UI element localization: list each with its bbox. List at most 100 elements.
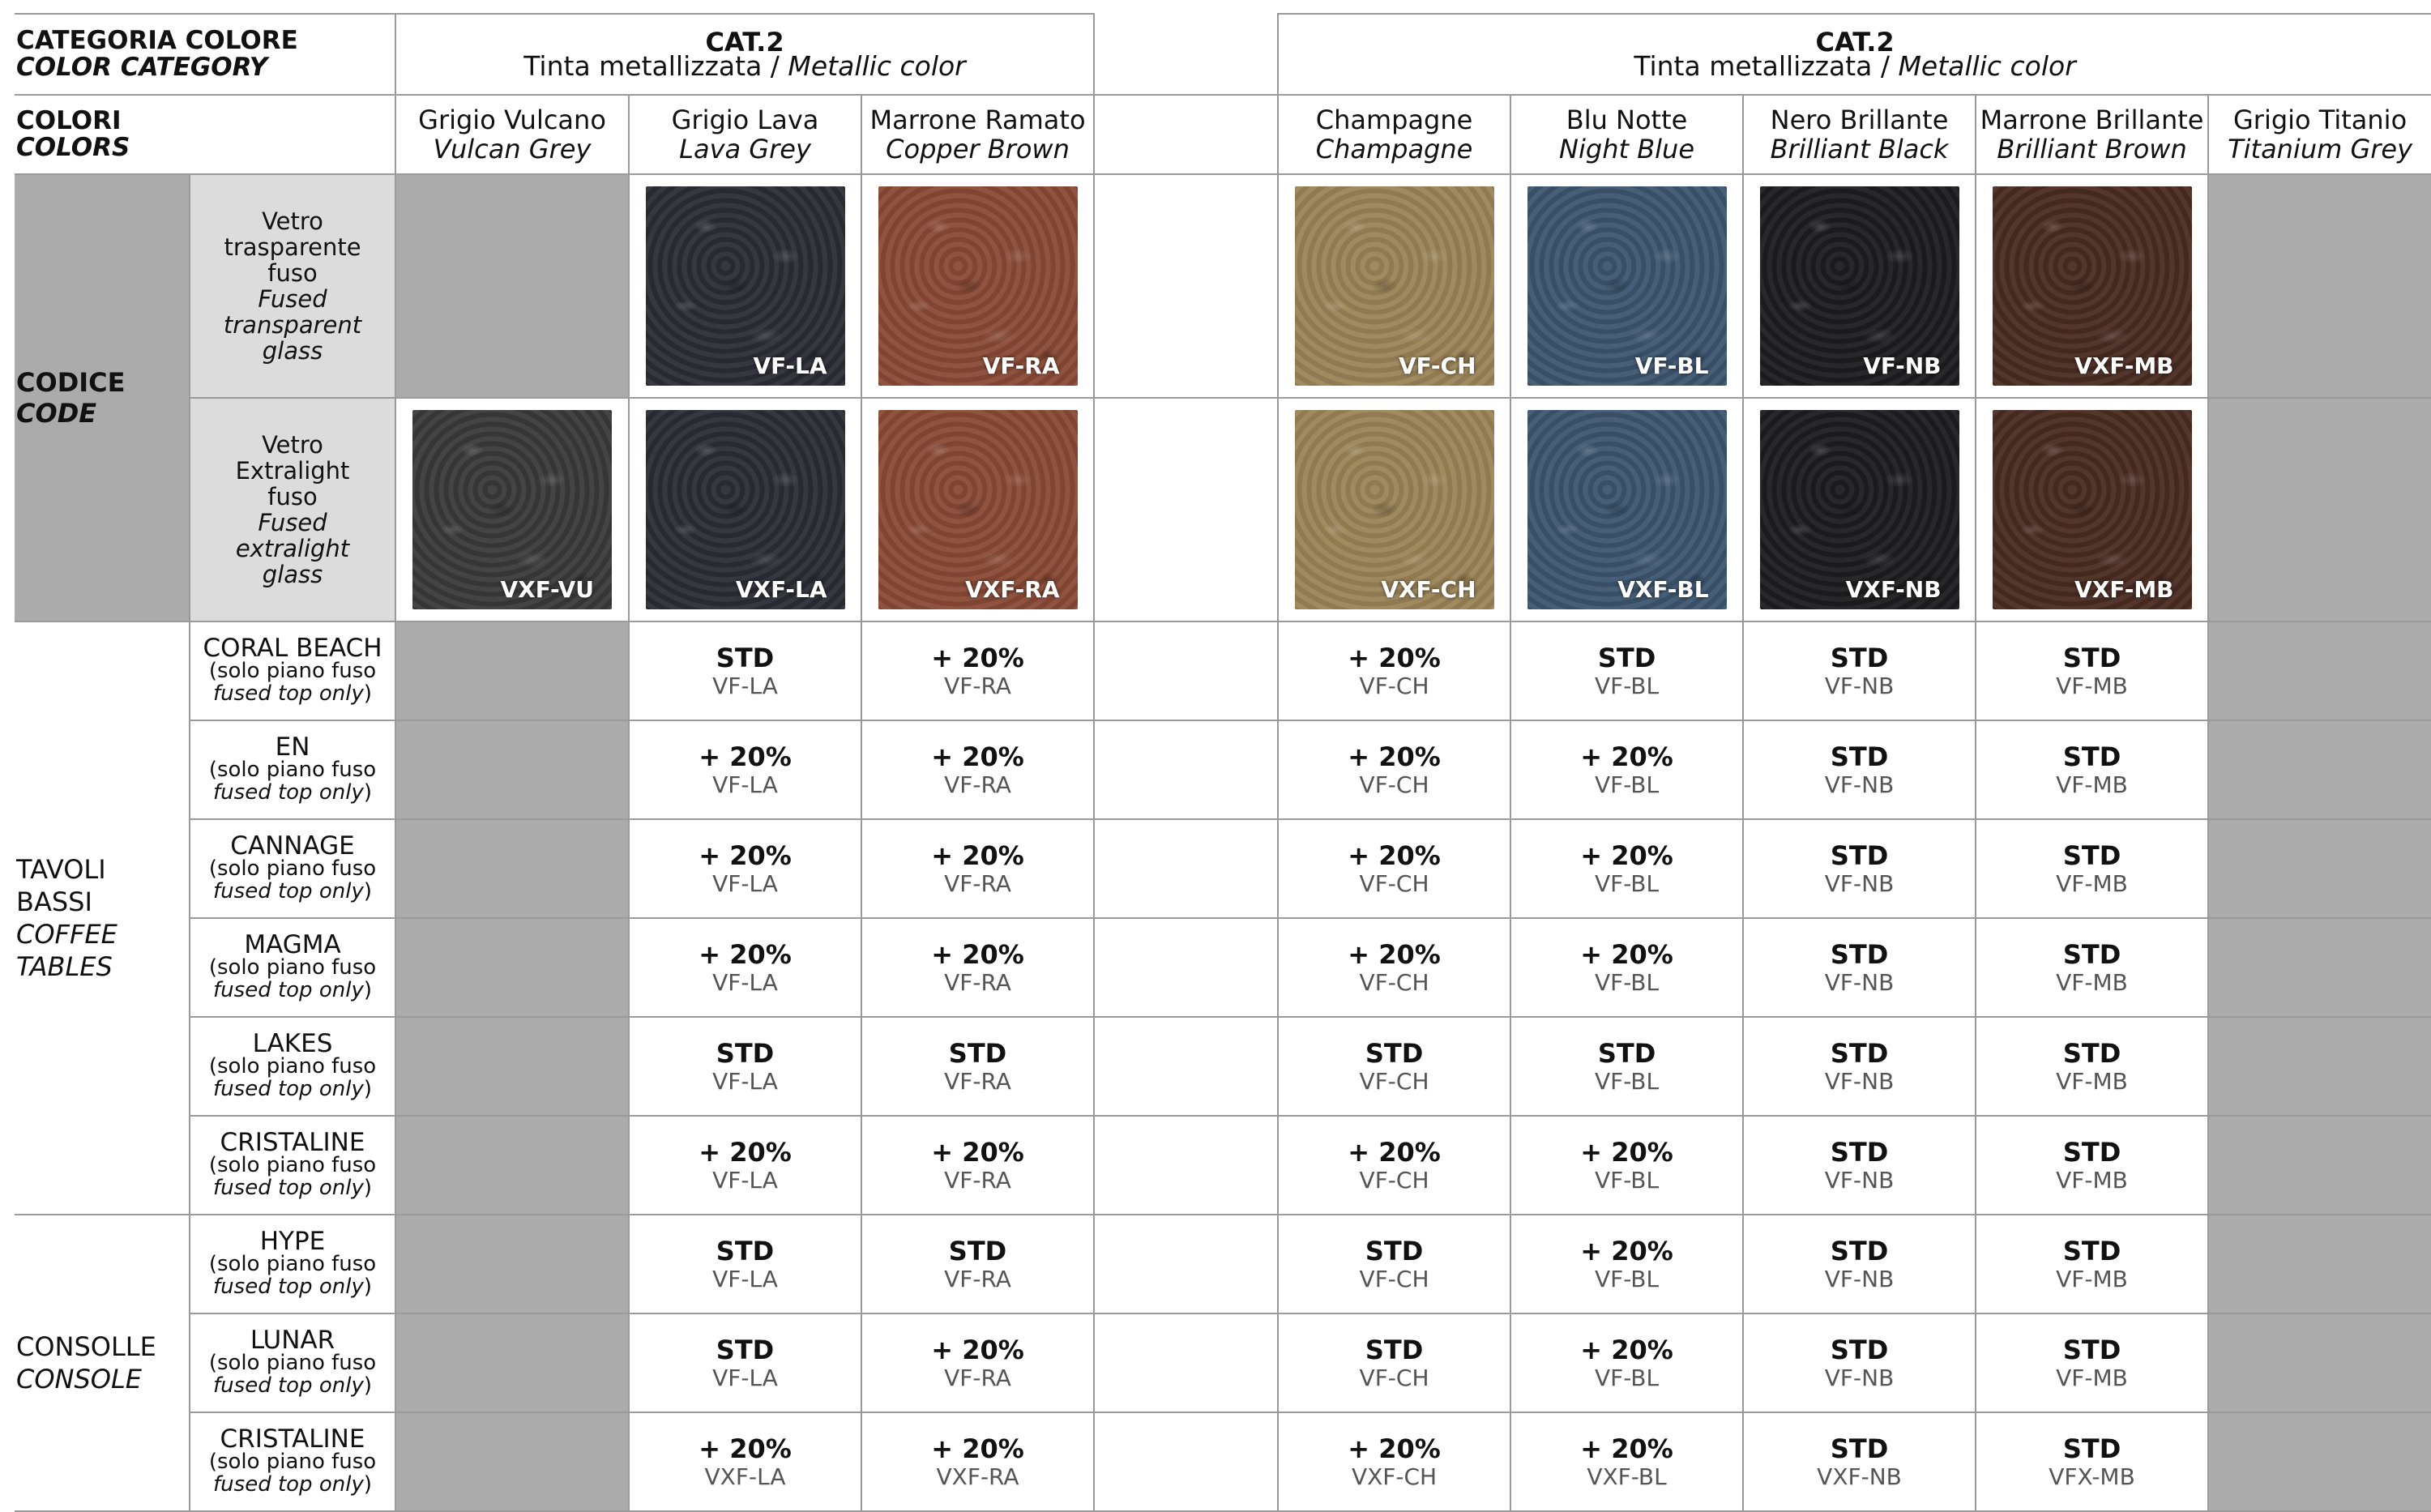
swatch-code: VXF-RA bbox=[965, 576, 1060, 603]
price-level: STD bbox=[1830, 1038, 1889, 1069]
price-cell bbox=[395, 1313, 630, 1413]
price-level: STD bbox=[1830, 1433, 1889, 1464]
color-name-en: Champagne bbox=[1315, 134, 1473, 164]
price-code: VF-LA bbox=[712, 1068, 778, 1095]
price-level: + 20% bbox=[931, 1433, 1024, 1464]
product-note: (solo piano fuso bbox=[190, 1154, 395, 1177]
swatch-texture bbox=[878, 410, 1078, 609]
price-level: STD bbox=[2062, 643, 2121, 673]
price-level: STD bbox=[716, 1335, 775, 1365]
colors-label-it: COLORI bbox=[16, 106, 122, 135]
price-level: STD bbox=[1830, 1236, 1889, 1266]
price-code: VF-RA bbox=[944, 969, 1011, 996]
price-cell bbox=[2207, 1115, 2431, 1215]
color-name-it: Grigio Titanio bbox=[2232, 105, 2408, 135]
color-name-it: Grigio Vulcano bbox=[418, 105, 606, 135]
glass-type-en: glass bbox=[262, 337, 323, 365]
swatch-texture bbox=[1294, 186, 1494, 386]
product-note-it: (solo piano fuso bbox=[208, 758, 377, 782]
price-code: VF-BL bbox=[1594, 1365, 1660, 1391]
price-code: VF-NB bbox=[1824, 1365, 1895, 1391]
product-row: CRISTALINE (solo piano fuso fused top only… bbox=[15, 1115, 2431, 1215]
product-name-cell: EN (solo piano fuso fused top only) bbox=[188, 720, 397, 820]
price-cell bbox=[395, 720, 630, 820]
swatch-code: VF-NB bbox=[1863, 352, 1942, 379]
product-name: CRISTALINE bbox=[220, 1424, 365, 1454]
price-level: + 20% bbox=[1580, 1137, 1673, 1168]
product-name: CORAL BEACH bbox=[203, 634, 382, 663]
price-level: STD bbox=[716, 643, 775, 673]
price-level: + 20% bbox=[1580, 1236, 1673, 1266]
product-note-it: (solo piano fuso bbox=[208, 1054, 377, 1078]
product-note-line2: fused top only) bbox=[190, 781, 395, 804]
color-name-it: Nero Brillante bbox=[1770, 105, 1949, 135]
product-note: (solo piano fuso bbox=[190, 660, 395, 682]
price-code: VXF-CH bbox=[1351, 1463, 1438, 1490]
cat2-title: CAT.2 bbox=[705, 27, 784, 58]
color-name-en: Copper Brown bbox=[886, 134, 1070, 164]
price-cell bbox=[395, 1412, 630, 1512]
price-level: STD bbox=[2062, 1038, 2121, 1069]
color-swatch: VXF-VU bbox=[412, 410, 613, 609]
price-level: STD bbox=[1597, 1038, 1656, 1069]
glass-type-en: transparent bbox=[223, 311, 362, 339]
product-note-en: fused top only bbox=[213, 879, 364, 903]
swatch-cell bbox=[1093, 173, 1280, 399]
swatch-texture bbox=[1992, 410, 2192, 609]
price-cell: STD VF-RA bbox=[861, 1016, 1096, 1117]
color-name-en: Night Blue bbox=[1559, 134, 1694, 164]
color-category-label-it: CATEGORIA COLORE bbox=[16, 26, 298, 55]
price-cell bbox=[1093, 720, 1280, 820]
price-code: VF-CH bbox=[1359, 1068, 1429, 1095]
color-swatch: VXF-MB bbox=[1992, 410, 2192, 609]
glass-type-it: trasparente bbox=[224, 233, 361, 261]
product-note-en: fused top only bbox=[213, 1373, 364, 1398]
cat2-group-header-1: CAT.2 Tinta metallizzata / Metallic color bbox=[395, 13, 1096, 96]
swatch-texture bbox=[645, 186, 845, 386]
glass-type-label: Vetro Extralight fuso Fused extralight glass bbox=[188, 397, 397, 622]
color-availability-table: CATEGORIA COLORE COLOR CATEGORY CAT.2 Tinta… bbox=[15, 13, 2431, 1512]
price-code: VF-MB bbox=[2056, 1068, 2128, 1095]
price-level: + 20% bbox=[1580, 1433, 1673, 1464]
price-code: VXF-RA bbox=[936, 1463, 1019, 1490]
price-code: VF-LA bbox=[712, 1365, 778, 1391]
price-cell: STD VXF-NB bbox=[1742, 1412, 1977, 1512]
price-level: + 20% bbox=[1580, 840, 1673, 871]
color-name-cell: Grigio Titanio Titanium Grey bbox=[2207, 94, 2431, 175]
product-note: (solo piano fuso bbox=[190, 857, 395, 880]
swatch-code: VXF-CH bbox=[1381, 576, 1476, 603]
product-group-label-it: BASSI bbox=[16, 886, 92, 917]
product-name-cell: CRISTALINE (solo piano fuso fused top only… bbox=[188, 1412, 397, 1512]
swatch-cell bbox=[2207, 397, 2431, 622]
price-code: VF-CH bbox=[1359, 1266, 1429, 1292]
price-cell bbox=[1093, 1313, 1280, 1413]
price-code: VF-BL bbox=[1594, 870, 1660, 897]
glass-type-en: extralight bbox=[235, 535, 350, 562]
product-note-close: ) bbox=[363, 1275, 372, 1299]
swatch-texture bbox=[1294, 410, 1494, 609]
product-note-it: (solo piano fuso bbox=[208, 1450, 377, 1474]
swatch-cell: VXF-NB bbox=[1742, 397, 1977, 622]
swatch-texture bbox=[1759, 186, 1959, 386]
price-cell bbox=[1093, 917, 1280, 1018]
swatch-texture bbox=[1527, 186, 1727, 386]
swatch-cell bbox=[2207, 173, 2431, 399]
price-level: STD bbox=[1830, 939, 1889, 970]
price-cell: STD VFX-MB bbox=[1975, 1412, 2210, 1512]
price-level: STD bbox=[2062, 1335, 2121, 1365]
colors-label: COLORI COLORS bbox=[15, 94, 397, 175]
color-name-it: Marrone Ramato bbox=[869, 105, 1086, 135]
price-code: VF-CH bbox=[1359, 1167, 1429, 1194]
price-code: VF-MB bbox=[2056, 870, 2128, 897]
price-level: + 20% bbox=[699, 1433, 792, 1464]
product-name: HYPE bbox=[259, 1227, 326, 1256]
price-code: VF-BL bbox=[1594, 1266, 1660, 1292]
price-cell bbox=[1093, 1214, 1280, 1314]
color-name-en: Brilliant Brown bbox=[1997, 134, 2187, 164]
product-group-label-it: CONSOLLE bbox=[16, 1331, 156, 1362]
price-level: STD bbox=[1365, 1236, 1424, 1266]
color-swatch: VXF-MB bbox=[1992, 186, 2192, 386]
price-cell: + 20% VF-BL bbox=[1510, 1313, 1745, 1413]
swatch-cell: VXF-MB bbox=[1975, 397, 2210, 622]
